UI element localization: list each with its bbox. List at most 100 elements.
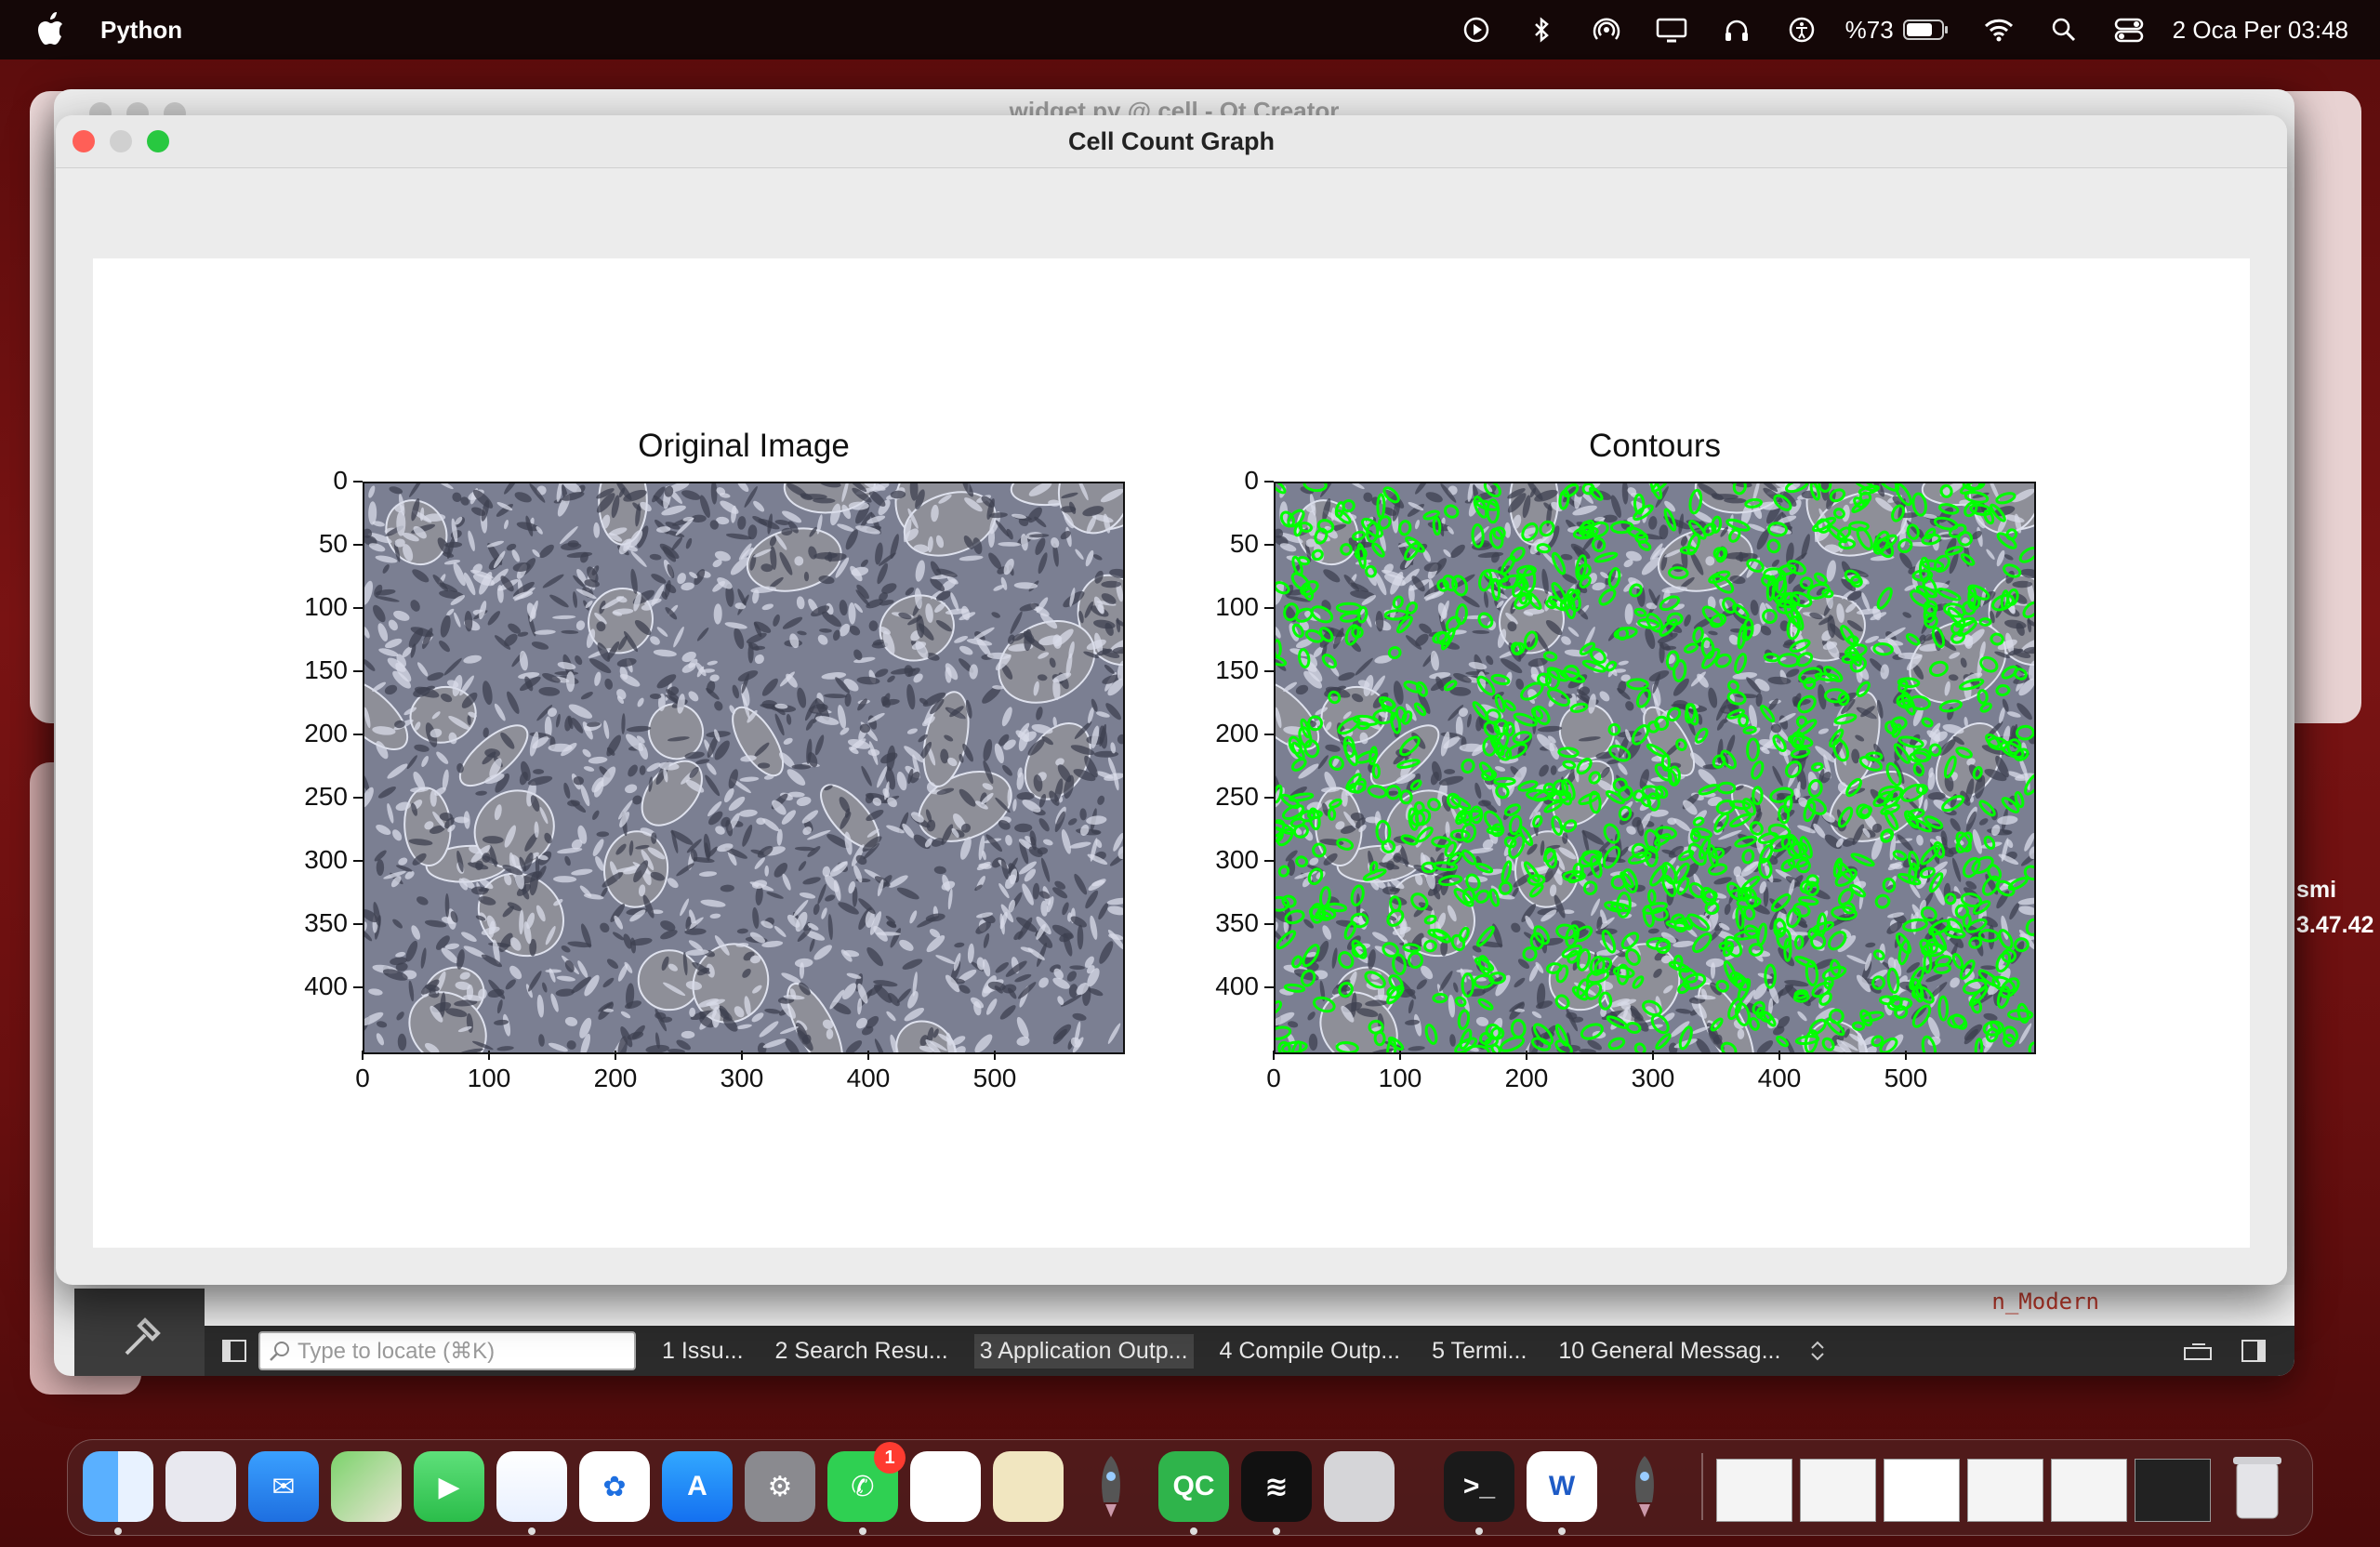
x-tick-mark	[867, 1051, 869, 1060]
maps-icon[interactable]	[331, 1451, 402, 1522]
right-sidebar-icon[interactable]	[2241, 1338, 2267, 1364]
iphone-mirroring-icon[interactable]	[1324, 1451, 1395, 1522]
y-tick-mark	[1264, 734, 1274, 735]
python-launcher-icon[interactable]	[993, 1451, 1064, 1522]
x-tick-label: 400	[846, 1064, 891, 1092]
locate-input[interactable]: Type to locate (⌘K)	[258, 1331, 636, 1370]
running-indicator	[1190, 1527, 1197, 1535]
y-tick-label: 100	[1215, 592, 1259, 621]
whatsapp-icon[interactable]: ✆ 1	[827, 1442, 906, 1522]
battery-percent[interactable]: %73	[1844, 15, 1894, 44]
battery-icon[interactable]	[1902, 14, 1950, 46]
x-tick-label: 300	[720, 1064, 764, 1092]
menu-bar: Python %73 2 Oca Per 03:48	[0, 0, 2380, 60]
window-titlebar[interactable]: Cell Count Graph	[56, 115, 2287, 168]
bluetooth-icon[interactable]	[1526, 14, 1557, 46]
qt-mode-sidebar	[74, 1289, 205, 1376]
minimized-window-thumbnail[interactable]	[1967, 1459, 2043, 1522]
play-icon[interactable]	[1461, 14, 1492, 46]
contours-image	[1276, 483, 2034, 1052]
window-title: Cell Count Graph	[1068, 127, 1275, 155]
x-tick-mark	[362, 1051, 364, 1060]
tab-application-output[interactable]: 3 Application Outp...	[973, 1333, 1194, 1368]
mail-icon[interactable]: ✉	[248, 1451, 319, 1522]
running-indicator	[859, 1527, 866, 1535]
x-tick-mark	[1526, 1051, 1527, 1060]
x-tick-mark	[615, 1051, 616, 1060]
y-tick-label: 350	[304, 908, 348, 937]
launchpad-icon[interactable]	[165, 1451, 236, 1522]
y-tick-mark	[1264, 670, 1274, 672]
qt-editor-area: n_Modern	[205, 1285, 2294, 1326]
app-name[interactable]: Python	[100, 16, 183, 44]
control-center-icon[interactable]	[2113, 14, 2145, 46]
y-tick-mark	[1264, 481, 1274, 483]
settings-icon[interactable]: ⚙	[745, 1451, 815, 1522]
x-tick-label: 0	[1266, 1064, 1281, 1092]
desktop-file-label[interactable]: smi 3.47.42	[2296, 872, 2373, 943]
wifi-icon[interactable]	[1983, 14, 2015, 46]
facetime-icon[interactable]: ▶	[414, 1451, 484, 1522]
y-tick-label: 100	[304, 592, 348, 621]
tab-terminal[interactable]: 5 Termi...	[1432, 1337, 1527, 1364]
safari-icon[interactable]	[496, 1451, 567, 1522]
y-tick-mark	[353, 797, 363, 799]
close-button[interactable]	[73, 130, 95, 152]
minimized-window-thumbnail[interactable]	[1716, 1459, 1792, 1522]
tab-issues[interactable]: 1 Issu...	[662, 1337, 744, 1364]
tab-general-messages[interactable]: 10 General Messag...	[1558, 1337, 1781, 1364]
rocket-2-icon[interactable]	[1609, 1451, 1680, 1522]
finder-icon[interactable]	[83, 1451, 153, 1522]
y-tick-mark	[353, 544, 363, 546]
search-icon[interactable]	[2048, 14, 2080, 46]
x-tick-mark	[488, 1051, 490, 1060]
minimized-window-thumbnail[interactable]	[2135, 1459, 2211, 1522]
x-tick-mark	[994, 1051, 996, 1060]
cell-count-graph-window[interactable]: Cell Count Graph Original Image Contours…	[56, 115, 2287, 1285]
desktop-file-label-line2: 3.47.42	[2296, 912, 2374, 938]
minimize-button[interactable]	[110, 130, 132, 152]
y-tick-mark	[353, 734, 363, 735]
word-icon[interactable]: W	[1527, 1451, 1597, 1522]
qt-creator-icon[interactable]: QC	[1158, 1451, 1229, 1522]
subplot-title-original: Original Image	[638, 428, 850, 464]
photos-icon[interactable]: ✿	[579, 1451, 650, 1522]
y-tick-mark	[353, 860, 363, 862]
x-tick-label: 500	[1884, 1064, 1928, 1092]
maximize-button[interactable]	[147, 130, 169, 152]
trash-icon[interactable]	[2222, 1451, 2293, 1522]
menubar-clock[interactable]: 2 Oca Per 03:48	[2172, 15, 2348, 44]
airdrop-icon[interactable]	[1591, 14, 1622, 46]
y-tick-mark	[353, 670, 363, 672]
terminal-icon[interactable]: >_	[1444, 1451, 1514, 1522]
running-indicator	[1475, 1527, 1483, 1535]
rocket-icon[interactable]	[1076, 1451, 1146, 1522]
chevron-updown-icon[interactable]	[1808, 1337, 1827, 1365]
freeform-icon[interactable]	[910, 1451, 981, 1522]
dock: ✉ ▶ ✿ A ⚙ ✆ 1 QC ≋ >_ W	[67, 1439, 2313, 1536]
minimized-window-thumbnail[interactable]	[1884, 1459, 1960, 1522]
x-tick-label: 300	[1631, 1064, 1675, 1092]
minimized-window-thumbnail[interactable]	[2051, 1459, 2127, 1522]
dock-separator	[1701, 1453, 1703, 1520]
minimized-window-thumbnail[interactable]	[1800, 1459, 1876, 1522]
toggle-sidebar-icon[interactable]	[221, 1338, 247, 1364]
y-tick-mark	[1264, 986, 1274, 988]
spotify-icon[interactable]: ≋	[1241, 1451, 1312, 1522]
contours-image-axes	[1274, 482, 2036, 1054]
notification-badge: 1	[874, 1442, 906, 1474]
x-tick-mark	[1778, 1051, 1780, 1060]
x-tick-mark	[1399, 1051, 1401, 1060]
apple-icon[interactable]	[37, 11, 65, 46]
y-tick-mark	[353, 607, 363, 609]
display-icon[interactable]	[1656, 14, 1687, 46]
original-image	[364, 483, 1123, 1052]
tab-compile-output[interactable]: 4 Compile Outp...	[1219, 1337, 1401, 1364]
build-hammer-icon[interactable]	[119, 1316, 165, 1363]
output-toggle-icon[interactable]	[2183, 1337, 2213, 1365]
app-store-icon[interactable]: A	[662, 1451, 733, 1522]
tab-search-results[interactable]: 2 Search Resu...	[774, 1337, 948, 1364]
y-tick-label: 50	[318, 529, 348, 558]
headphones-icon[interactable]	[1721, 14, 1752, 46]
accessibility-icon[interactable]	[1786, 14, 1818, 46]
